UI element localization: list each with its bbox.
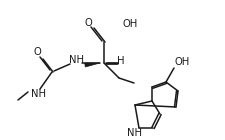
Text: OH: OH (174, 57, 190, 67)
Text: H: H (117, 56, 125, 66)
Text: OH: OH (122, 19, 138, 29)
Text: O: O (33, 47, 41, 57)
Polygon shape (85, 63, 100, 67)
Text: NH: NH (126, 128, 142, 138)
Text: O: O (84, 18, 92, 28)
Text: NH: NH (68, 55, 83, 65)
Text: NH: NH (31, 89, 45, 99)
